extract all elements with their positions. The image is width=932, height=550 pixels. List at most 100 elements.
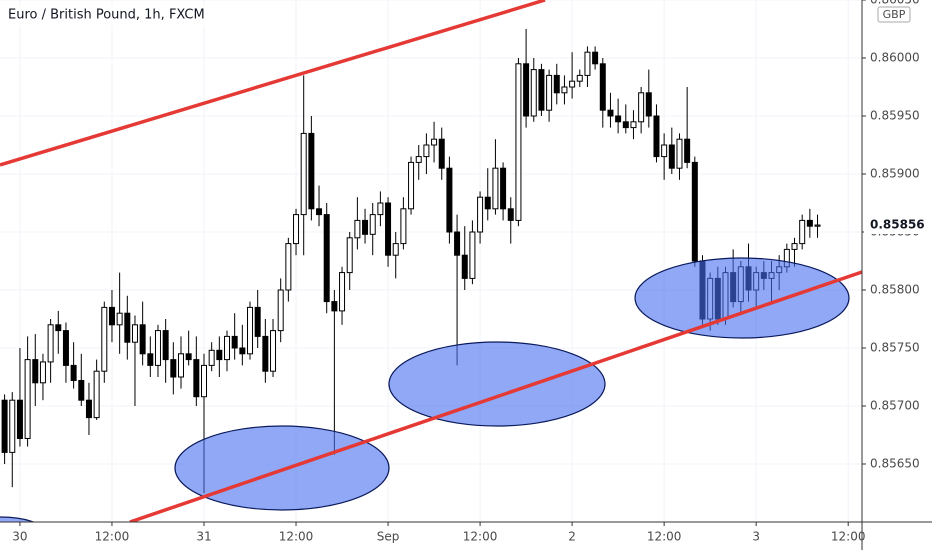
candle-body [799, 219, 806, 245]
candle-body [200, 364, 207, 398]
candle-body [615, 115, 622, 123]
candle-body [55, 324, 62, 332]
candle-body [9, 399, 16, 453]
candle-body [124, 312, 131, 343]
candle-body [39, 361, 46, 384]
candle-body [47, 324, 54, 363]
candle-body [162, 330, 169, 361]
candle-body [584, 51, 591, 76]
candle-body [500, 167, 507, 210]
y-tick-label: 0.85900 [870, 167, 920, 181]
candle-body [561, 86, 568, 94]
candle-body [32, 359, 39, 384]
candle-body [607, 109, 614, 117]
candle-body [85, 399, 92, 419]
last-price-label: 0.85856 [870, 218, 925, 232]
candle-body [108, 306, 115, 326]
candle-body [270, 330, 277, 372]
x-tick-label: 2 [568, 530, 576, 544]
candle-body [62, 330, 69, 366]
candle-body [254, 306, 261, 337]
candle-body [684, 138, 691, 163]
candle-body [101, 306, 108, 372]
x-tick-label: 3 [752, 530, 760, 544]
candle-body [484, 196, 491, 210]
candle-body [408, 161, 415, 210]
candle-body [369, 214, 376, 235]
candle-body [293, 214, 300, 245]
candle-body [24, 359, 31, 439]
y-tick-label: 0.85750 [870, 341, 920, 355]
candle-body [93, 370, 100, 419]
y-tick-label: 0.85650 [870, 457, 920, 471]
y-tick-label: 0.85950 [870, 109, 920, 123]
candle-body [185, 353, 192, 361]
candle-body [385, 202, 392, 256]
candle-body [446, 167, 453, 233]
candle-body [177, 353, 184, 378]
candle-body [377, 202, 384, 216]
candle-body [668, 144, 675, 169]
candle-body [193, 359, 200, 398]
candle-body [362, 219, 369, 235]
candle-body [224, 335, 231, 361]
candle-body [339, 272, 346, 312]
candle-body [131, 324, 138, 343]
candle-body [354, 219, 361, 239]
price-axis-panel [862, 0, 932, 550]
candle-body [438, 138, 445, 169]
x-tick-label: 12:00 [831, 530, 866, 544]
x-tick-label: 31 [196, 530, 211, 544]
candle-body [208, 349, 215, 366]
highlight-ellipse [634, 257, 850, 339]
candle-body [239, 347, 246, 355]
candle-body [116, 312, 123, 326]
candle-body [814, 224, 821, 227]
y-tick-label: 0.85800 [870, 283, 920, 297]
candle-body [507, 208, 514, 221]
candle-body [461, 254, 468, 279]
candle-body [154, 330, 161, 366]
candle-body [599, 63, 606, 111]
candle-body [147, 353, 154, 366]
candle-body [515, 63, 522, 221]
highlight-ellipse [388, 341, 606, 427]
candle-body [1, 399, 8, 453]
candle-body [645, 92, 652, 117]
candle-body [569, 80, 576, 88]
candle-body [791, 243, 798, 250]
candle-body [300, 132, 307, 216]
candle-body [277, 289, 284, 332]
x-tick-label: 12:00 [279, 530, 314, 544]
candle-body [431, 138, 438, 146]
candle-body [262, 335, 269, 372]
y-tick-label: 0.86000 [870, 51, 920, 65]
candle-body [16, 399, 23, 439]
candle-body [415, 156, 422, 163]
candle-body [538, 69, 545, 111]
candle-body [630, 121, 637, 129]
candle-body [622, 121, 629, 129]
candle-body [454, 231, 461, 256]
x-tick-label: 12:00 [647, 530, 682, 544]
x-tick-label: 12:00 [463, 530, 498, 544]
candle-body [530, 69, 537, 117]
candle-body [316, 208, 323, 216]
candle-body [546, 74, 553, 111]
x-tick-label: Sep [377, 530, 400, 544]
x-tick-label: 30 [12, 530, 27, 544]
candle-body [216, 349, 223, 361]
y-tick-label: 0.86050 [870, 0, 920, 7]
time-axis-panel [0, 522, 932, 550]
x-tick-label: 12:00 [95, 530, 130, 544]
title-bg [0, 4, 228, 26]
candle-body [308, 132, 315, 210]
candle-body [523, 63, 530, 117]
candle-body [661, 144, 668, 158]
candle-body [592, 51, 599, 65]
trend-line [0, 0, 546, 167]
candle-body [400, 208, 407, 245]
drawings [0, 0, 863, 548]
currency: GBP [883, 8, 906, 21]
